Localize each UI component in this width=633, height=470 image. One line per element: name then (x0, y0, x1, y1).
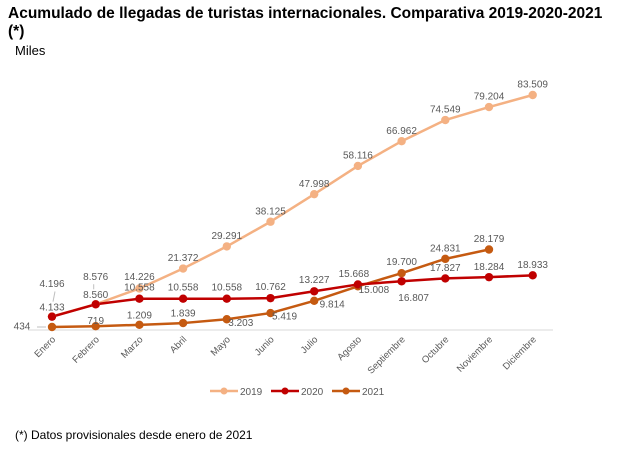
data-label-2021-abril: 1.839 (171, 309, 196, 320)
data-label-2019-febrero: 8.576 (83, 272, 108, 283)
x-tick-label: Agosto (335, 334, 364, 363)
data-point-2020-julio (310, 287, 319, 296)
series-line-2019 (51, 93, 534, 318)
data-label-2021-julio: 9.814 (320, 299, 345, 310)
chart-title: Acumulado de llegadas de turistas intern… (8, 5, 603, 40)
data-label-2020-junio: 10.762 (255, 282, 286, 293)
data-point-2019-julio (310, 189, 319, 199)
data-point-2019-octubre (441, 115, 450, 125)
data-label-2019-mayo: 29.291 (212, 231, 243, 242)
series-line-2020 (51, 274, 533, 318)
data-label-2019-noviembre: 79.204 (474, 92, 505, 103)
data-label-2020-marzo: 10.558 (124, 282, 155, 293)
legend-marker-2021 (342, 387, 350, 395)
data-label-2020-noviembre: 18.284 (474, 262, 505, 273)
data-point-2019-abril (178, 264, 188, 273)
data-point-2020-septiembre (397, 277, 406, 286)
data-label-2021-octubre: 24.831 (430, 243, 461, 254)
footnote: (*) Datos provisionales desde enero de 2… (15, 428, 253, 442)
data-label-2020-octubre: 17.827 (430, 263, 461, 274)
data-label-2021-noviembre: 28.179 (474, 234, 505, 245)
data-label-2021-marzo: 1.209 (127, 310, 152, 321)
data-label-2021-agosto: 15.008 (359, 285, 390, 296)
data-point-2020-octubre (441, 274, 450, 283)
data-point-2020-agosto (353, 280, 363, 289)
data-point-2019-junio (266, 217, 275, 226)
x-tick-label: Marzo (119, 334, 145, 360)
data-point-2020-marzo (135, 294, 144, 303)
data-label-2021-mayo: 3.203 (228, 318, 253, 329)
x-tick-label: Junio (253, 334, 277, 358)
x-tick-label: Febrero (71, 334, 102, 365)
data-point-2021-febrero (91, 321, 100, 331)
legend-item-2021[interactable]: 2021 (332, 387, 385, 398)
data-point-2019-marzo (135, 284, 144, 293)
data-point-2021-mayo (222, 315, 231, 324)
data-point-2020-enero (47, 312, 57, 321)
legend-label-2020: 2020 (301, 387, 324, 398)
data-point-2021-abril (178, 318, 188, 328)
data-label-2019-septiembre: 66.962 (386, 126, 417, 137)
data-label-2019-diciembre: 83.509 (517, 80, 548, 91)
x-tick-label: Abril (168, 334, 189, 355)
data-point-2020-abril (178, 294, 188, 303)
data-label-2019-octubre: 74.549 (430, 105, 461, 116)
data-point-2019-mayo (222, 242, 231, 251)
data-point-2021-enero (47, 322, 57, 332)
x-tick-label: Diciembre (501, 334, 539, 372)
data-label-2021-junio: 5.419 (272, 312, 297, 323)
data-point-2020-febrero (91, 300, 100, 309)
data-point-2019-septiembre (397, 137, 406, 146)
line-chart: 4.196 8.576 14.226 21.372 29.291 38.125 47.998… (14, 80, 553, 398)
legend-label-2019: 2019 (240, 387, 263, 398)
data-point-2021-octubre (441, 254, 450, 264)
data-label-2020-febrero: 8.560 (83, 290, 108, 301)
leader-line-2019-enero (52, 291, 56, 302)
data-point-2021-noviembre (484, 245, 494, 254)
x-tick-label: Mayo (209, 334, 233, 358)
data-point-2021-julio (310, 296, 319, 305)
data-point-2021-septiembre (397, 268, 406, 278)
data-point-2021-junio (266, 308, 275, 318)
data-label-2021-septiembre: 19.700 (386, 257, 417, 268)
legend-marker-2020 (281, 387, 289, 395)
legend-label-2021: 2021 (362, 387, 385, 398)
data-label-2020-enero: 4.133 (39, 302, 64, 313)
data-point-2020-mayo (222, 294, 231, 303)
data-point-2019-agosto (353, 161, 363, 171)
data-label-2019-marzo: 14.226 (124, 272, 155, 283)
legend-item-2019[interactable]: 2019 (210, 387, 263, 398)
x-tick-label: Julio (299, 334, 321, 356)
data-label-2020-mayo: 10.558 (212, 282, 243, 293)
data-point-2019-noviembre (484, 102, 494, 112)
data-label-2021-enero: 434 (14, 322, 31, 333)
data-point-2020-noviembre (484, 272, 494, 282)
x-tick-label: Enero (32, 334, 58, 360)
data-label-2019-enero: 4.196 (39, 279, 64, 290)
data-label-2019-abril: 21.372 (168, 253, 199, 264)
data-label-2020-diciembre: 18.933 (517, 260, 548, 271)
data-point-2020-junio (266, 293, 275, 303)
data-label-2020-julio: 13.227 (299, 275, 330, 286)
chart-unit-label: Miles (15, 43, 46, 58)
data-point-2021-marzo (135, 320, 144, 330)
data-point-2020-diciembre (528, 271, 537, 280)
data-point-2019-diciembre (528, 90, 537, 100)
data-label-2020-septiembre: 16.807 (398, 293, 429, 304)
data-label-2019-agosto: 58.116 (343, 151, 373, 162)
x-tick-label: Octubre (420, 334, 452, 366)
legend-item-2020[interactable]: 2020 (271, 387, 324, 398)
x-tick-label: Noviembre (455, 334, 495, 374)
data-label-2021-febrero: 719 (87, 316, 104, 327)
data-label-2019-julio: 47.998 (299, 179, 330, 190)
x-tick-label: Septiembre (366, 334, 408, 376)
legend-marker-2019 (220, 387, 228, 395)
data-label-2019-junio: 38.125 (255, 206, 286, 217)
data-label-2020-agosto: 15.668 (339, 269, 370, 280)
legend: 2019 2020 2021 (210, 387, 385, 398)
data-label-2020-abril: 10.558 (168, 282, 199, 293)
